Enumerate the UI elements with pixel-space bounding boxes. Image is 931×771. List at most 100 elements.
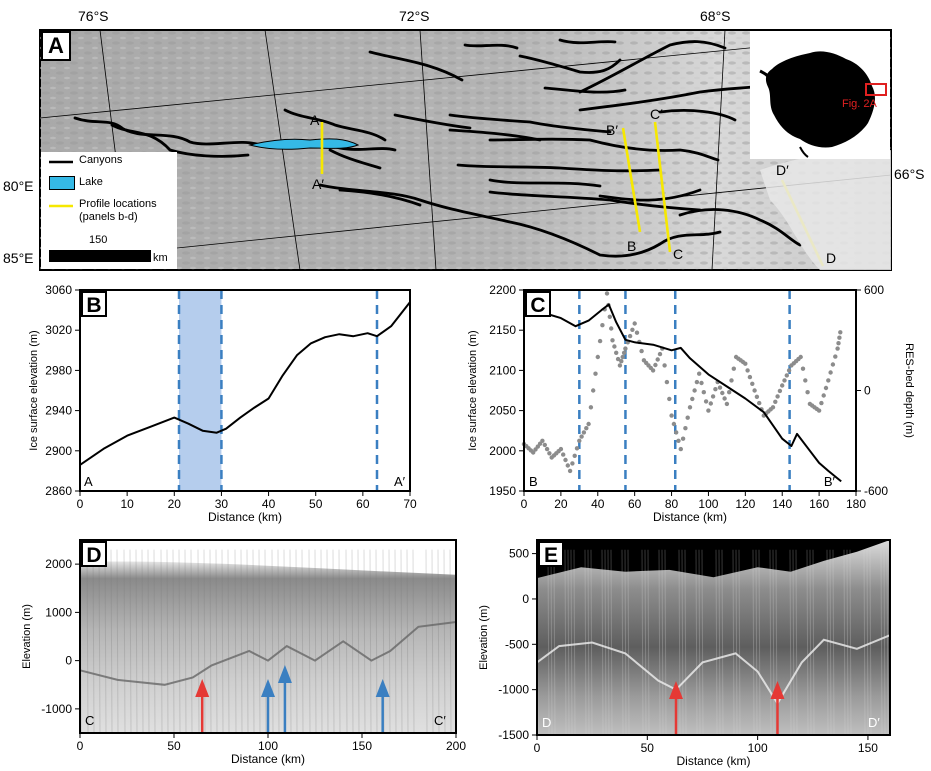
bed-depth-point [543, 443, 547, 447]
x-tick-label: 50 [309, 497, 323, 511]
x-tick-label: 150 [858, 741, 878, 755]
bed-depth-point [697, 372, 701, 376]
bed-depth-point [658, 352, 662, 356]
y-tick-label: 2050 [489, 404, 516, 418]
plot-frame [524, 290, 856, 491]
bed-depth-point [653, 363, 657, 367]
profile-start-label: D [542, 715, 551, 730]
lon-label-80: 80°E [3, 178, 34, 194]
x-tick-label: 160 [809, 497, 829, 511]
bed-depth-point [573, 454, 577, 458]
lat-label-68: 68°S [700, 8, 731, 24]
panel-e-radargram: 0 50 100 150 -1500 -1000 -500 0 500 Distance (km)… [470, 530, 931, 771]
bed-depth-point [547, 451, 551, 455]
bed-depth-point [822, 393, 826, 397]
profile-end-label: B′ [824, 474, 836, 489]
x-tick-label: 20 [554, 497, 568, 511]
bed-depth-point [727, 390, 731, 394]
y-tick-label: 1950 [489, 484, 516, 498]
x-tick-label: 100 [698, 497, 718, 511]
profile-label-c-prime: C′ [650, 106, 663, 122]
legend-profile-label: Profile locations [79, 198, 157, 210]
x-axis-label: Distance (km) [653, 510, 727, 524]
bed-depth-point [669, 413, 673, 417]
legend-lake-label: Lake [79, 176, 103, 188]
x-tick-label: 50 [167, 739, 181, 753]
bed-depth-point [577, 439, 581, 443]
bed-depth-point [773, 400, 777, 404]
bed-depth-point [826, 378, 830, 382]
panel-c-chart: 0 20 40 60 80 100 120 140 160 180 1950 2000 2050 2100… [460, 280, 931, 530]
bed-depth-point [651, 368, 655, 372]
y2-tick-label: 0 [864, 384, 871, 398]
bed-depth-point [596, 355, 600, 359]
bed-depth-point [618, 363, 622, 367]
profile-start-label: A [84, 474, 93, 489]
x-tick-label: 50 [641, 741, 655, 755]
panel-d-radargram: 0 50 100 150 200-1000010002000Distance (km)E… [0, 530, 470, 771]
panel-d: 0 50 100 150 200 -1000 0 1000 2000 Distance (km) E… [0, 530, 470, 771]
x-axis-label: Distance (km) [676, 754, 750, 768]
bed-depth-point [672, 422, 676, 426]
bed-depth-point [837, 336, 841, 340]
x-tick-label: 70 [403, 497, 417, 511]
x-tick-label: 200 [446, 739, 466, 753]
bed-depth-point [681, 437, 685, 441]
elevation-line [524, 305, 841, 482]
scale-value: 150 [89, 234, 107, 246]
y-tick-label: 2100 [489, 363, 516, 377]
bed-depth-point [711, 394, 715, 398]
bed-depth-point [778, 389, 782, 393]
bed-depth-point [622, 351, 626, 355]
bed-depth-point [598, 339, 602, 343]
legend-profile-sublabel: (panels b-d) [79, 211, 138, 223]
profile-start-label: C [85, 713, 94, 728]
bed-depth-point [690, 397, 694, 401]
bed-depth-point [679, 447, 683, 451]
bed-depth-point [635, 331, 639, 335]
bed-depth-point [608, 315, 612, 319]
bed-depth-point [722, 396, 726, 400]
legend-canyons-label: Canyons [79, 154, 122, 166]
bed-depth-point [676, 439, 680, 443]
y-tick-label: 500 [509, 547, 529, 561]
scale-unit: km [153, 252, 168, 264]
bed-depth-point [748, 375, 752, 379]
profile-label-d-prime: D′ [776, 162, 789, 178]
bed-depth-point [593, 372, 597, 376]
profile-label-b: B [627, 238, 636, 254]
bed-depth-point [833, 354, 837, 358]
bed-depth-point [630, 328, 634, 332]
bed-depth-point [692, 388, 696, 392]
panel-letter-a: A [41, 31, 71, 61]
bed-depth-point [713, 387, 717, 391]
x-tick-label: 0 [534, 741, 541, 755]
y-tick-label: 2000 [489, 444, 516, 458]
lat-label-72: 72°S [399, 8, 430, 24]
bed-depth-point [835, 346, 839, 350]
bed-depth-point [561, 452, 565, 456]
x-tick-label: 10 [120, 497, 134, 511]
bed-depth-point [745, 368, 749, 372]
bed-depth-point [771, 405, 775, 409]
y-tick-label: 0 [65, 654, 72, 668]
y-tick-label: 2900 [45, 444, 72, 458]
bed-depth-point [828, 370, 832, 374]
y-tick-label: 2150 [489, 323, 516, 337]
bed-depth-point [780, 383, 784, 387]
bed-depth-point [570, 461, 574, 465]
bed-depth-point [775, 394, 779, 398]
bed-depth-point [785, 373, 789, 377]
bed-depth-point [610, 338, 614, 342]
panel-letter-d: D [86, 544, 101, 567]
x-tick-label: 20 [168, 497, 182, 511]
bed-depth-point [621, 355, 625, 359]
bed-depth-point [819, 401, 823, 405]
bed-depth-point [743, 362, 747, 366]
bed-depth-point [718, 385, 722, 389]
x-tick-label: 140 [772, 497, 792, 511]
y-axis-label: Ice surface elevation (m) [467, 330, 479, 450]
bed-depth-point [757, 401, 761, 405]
legend-lake-swatch [49, 176, 75, 190]
x-tick-label: 0 [77, 497, 84, 511]
